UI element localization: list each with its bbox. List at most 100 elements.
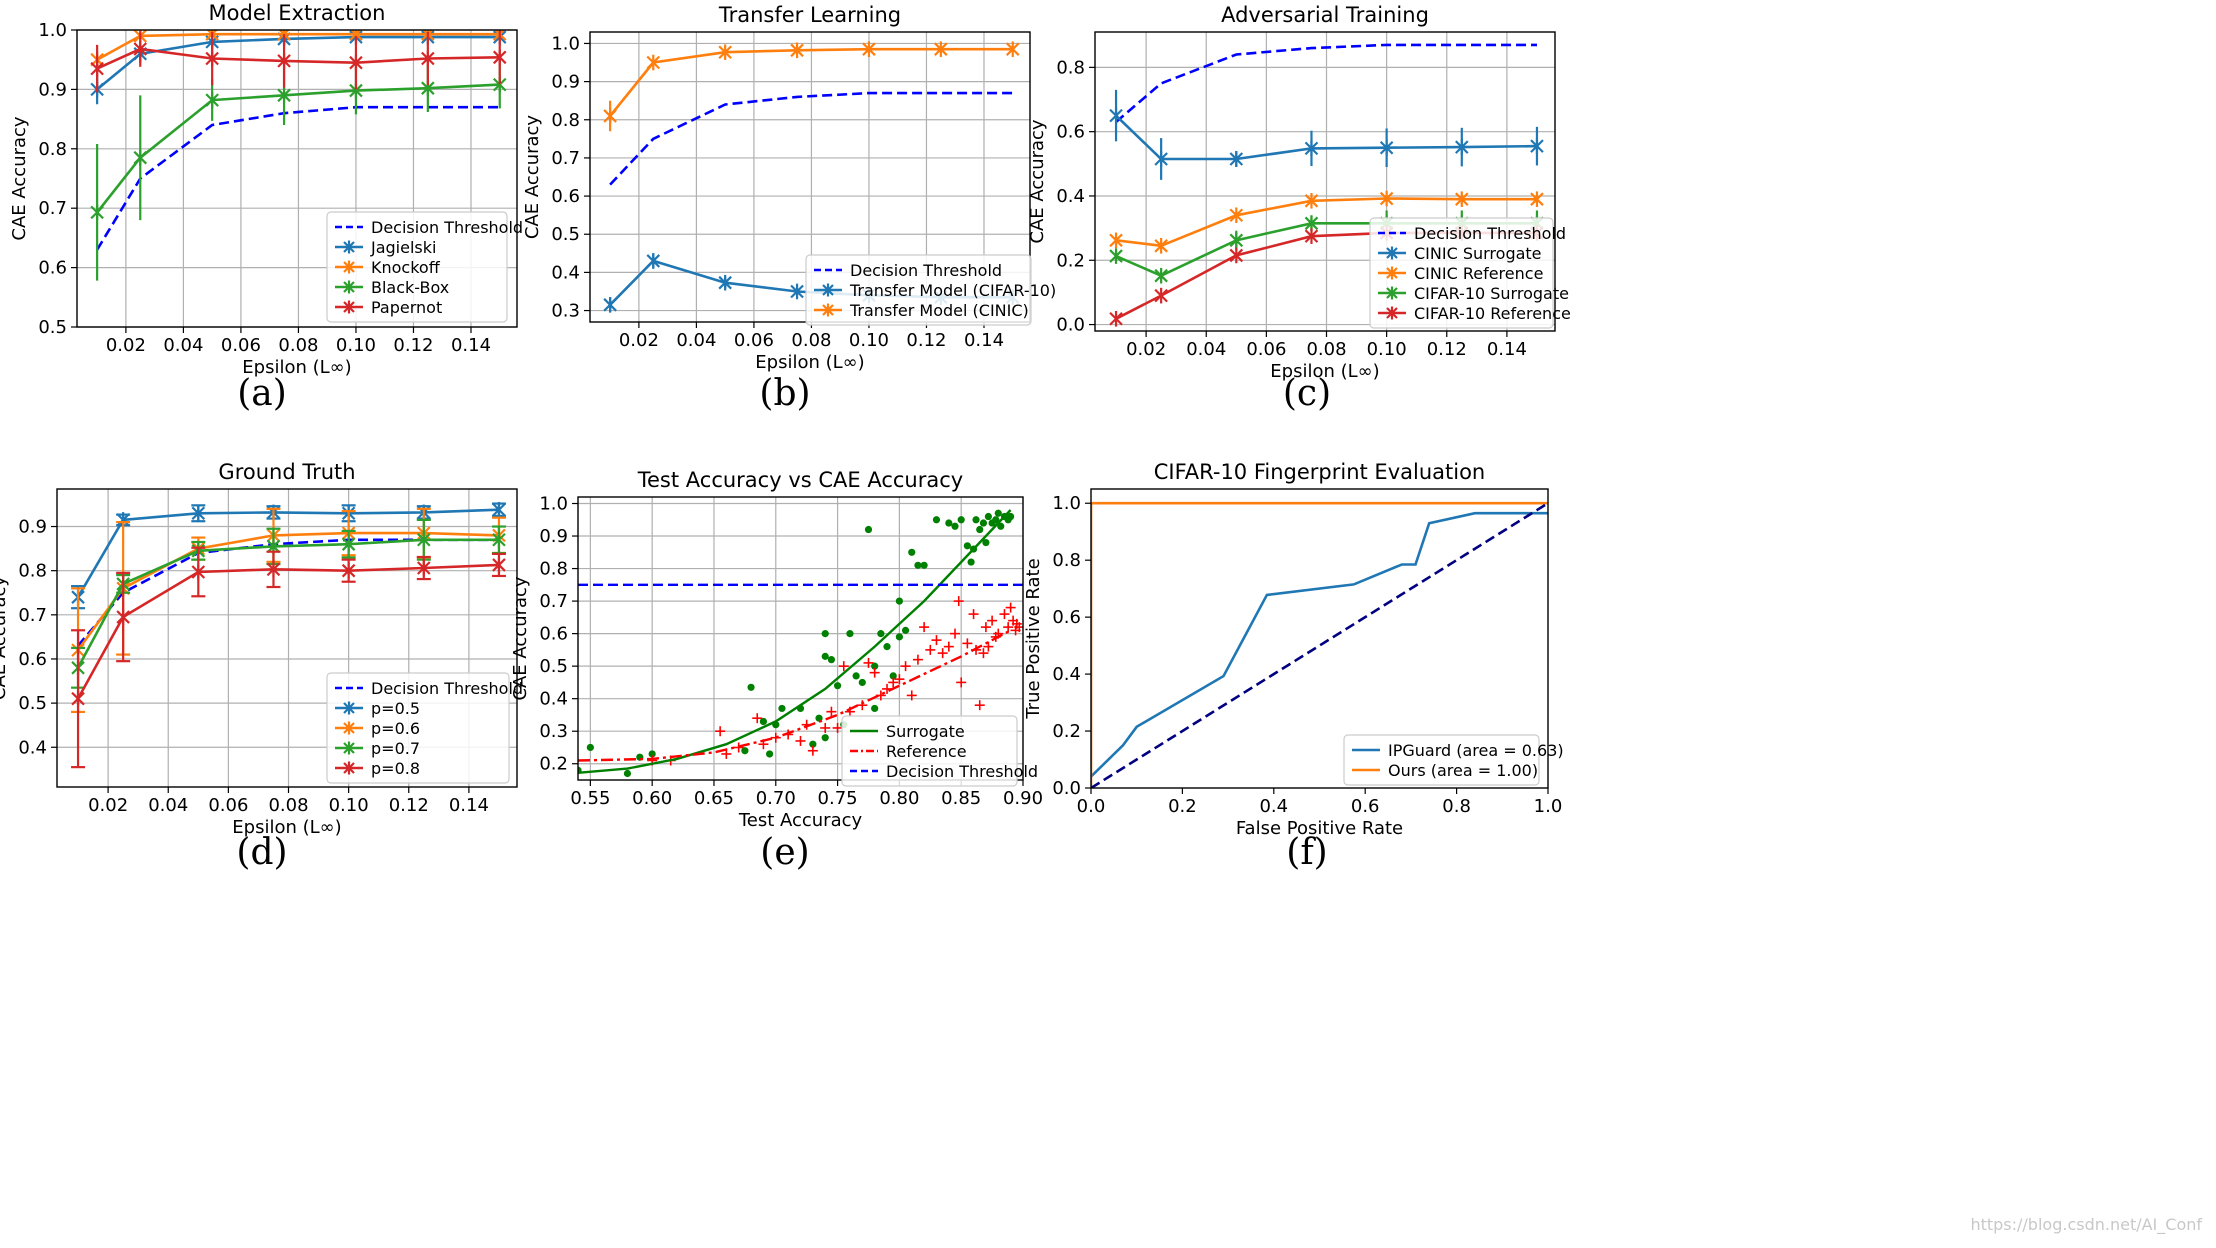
surrogate-point (864, 525, 873, 534)
y-tick-label: 0.5 (38, 317, 67, 338)
x-tick-label: 0.12 (906, 330, 946, 351)
x-axis-label: Epsilon (L∞) (1270, 361, 1379, 382)
legend-label: Knockoff (371, 258, 441, 277)
y-tick-label: 0.4 (551, 262, 580, 283)
x-tick-label: 0.06 (734, 330, 774, 351)
x-tick-label: 0.02 (88, 795, 128, 816)
surrogate-point (821, 652, 829, 660)
chart-title: Transfer Learning (718, 3, 901, 27)
legend-label: Transfer Model (CIFAR-10) (849, 281, 1056, 300)
surrogate-point (883, 643, 891, 651)
x-tick-label: 0.02 (619, 330, 659, 351)
surrogate-point (871, 662, 879, 670)
x-tick-label: 0.0 (1077, 796, 1106, 817)
y-tick-label: 0.2 (539, 754, 568, 775)
y-tick-label: 0.3 (551, 301, 580, 322)
legend-label: p=0.5 (371, 699, 420, 718)
y-tick-label: 1.0 (38, 20, 67, 41)
surrogate-point (951, 522, 959, 530)
y-tick-label: 1.0 (551, 33, 580, 54)
x-tick-label: 0.6 (1351, 796, 1380, 817)
legend-label: CIFAR-10 Surrogate (1414, 284, 1569, 303)
y-tick-label: 0.9 (38, 79, 67, 100)
reference-fit-line (578, 629, 1012, 762)
surrogate-point (997, 522, 1005, 530)
legend-label: IPGuard (area = 0.63) (1388, 741, 1564, 760)
x-tick-label: 0.8 (1442, 796, 1471, 817)
x-tick-label: 0.08 (1306, 339, 1346, 360)
surrogate-point (623, 769, 632, 778)
panel-label: (e) (760, 832, 809, 873)
legend-label: CINIC Reference (1414, 264, 1543, 283)
y-tick-label: 0.6 (1052, 607, 1081, 628)
x-tick-label: 0.14 (451, 335, 491, 356)
y-tick-label: 0.6 (1056, 122, 1085, 143)
x-tick-label: 0.02 (1126, 339, 1166, 360)
legend-label: p=0.6 (371, 719, 420, 738)
x-tick-label: 0.02 (106, 335, 146, 356)
x-tick-label: 0.04 (148, 795, 188, 816)
y-tick-label: 0.4 (539, 689, 568, 710)
surrogate-point (759, 717, 768, 726)
x-tick-label: 0.14 (1487, 339, 1527, 360)
y-tick-label: 0.8 (1052, 550, 1081, 571)
x-tick-label: 0.2 (1168, 796, 1197, 817)
y-tick-label: 0.6 (551, 186, 580, 207)
y-tick-label: 0.8 (18, 561, 47, 582)
surrogate-point (889, 672, 897, 680)
chart-title: Adversarial Training (1221, 3, 1429, 27)
x-tick-label: 0.10 (849, 330, 889, 351)
chart-title: Model Extraction (209, 1, 386, 25)
surrogate-point (821, 734, 829, 742)
surrogate-point (846, 630, 854, 638)
y-tick-label: 0.5 (539, 656, 568, 677)
legend-label: Papernot (371, 298, 442, 317)
surrogate-point (895, 633, 903, 641)
surrogate-point (833, 682, 842, 690)
y-tick-label: 0.9 (539, 526, 568, 547)
axes-frame (1094, 31, 1556, 332)
plot-area (71, 501, 506, 769)
surrogate-point (765, 750, 774, 758)
y-tick-label: 0.9 (551, 72, 580, 93)
y-tick-label: 0.7 (38, 198, 67, 219)
plot-area (1109, 43, 1544, 327)
panel-label: (d) (236, 832, 287, 873)
y-tick-label: 0.8 (38, 139, 67, 160)
x-tick-label: 0.06 (221, 335, 261, 356)
y-axis-label: CAE Accuracy (0, 576, 10, 701)
x-tick-label: 0.12 (1427, 339, 1467, 360)
y-tick-label: 0.4 (1052, 664, 1081, 685)
y-tick-label: 0.7 (18, 605, 47, 626)
panel-b: 0.02 0.04 0.06 0.08 0.10 0.12 0.14 0.3 0.4 0.5 0.6… (522, 3, 1056, 414)
surrogate-point (984, 512, 992, 521)
x-tick-label: 0.14 (449, 795, 489, 816)
y-axis-label: CAE Accuracy (522, 115, 543, 240)
x-tick-label: 0.04 (1186, 339, 1226, 360)
surrogate-point (852, 672, 860, 680)
surrogate-point (972, 516, 980, 524)
plot-area (578, 509, 1023, 778)
legend-label: Black-Box (371, 278, 449, 297)
series-line (1115, 43, 1537, 123)
panel-f: 0.0 0.2 0.4 0.6 0.8 1.0 0.0 0.2 0.4 0.6 0.8 1.0 CIFA… (1023, 460, 1564, 873)
surrogate-point (979, 519, 988, 527)
legend-label: Decision Threshold (371, 218, 523, 237)
axes-frame (56, 488, 518, 788)
legend-box (841, 715, 1018, 787)
x-tick-label: 0.10 (329, 795, 369, 816)
y-axis-label: CAE Accuracy (1027, 119, 1048, 244)
y-tick-label: 0.8 (551, 110, 580, 131)
surrogate-point (994, 509, 1002, 517)
surrogate-point (908, 548, 916, 556)
series-line (1091, 511, 1548, 778)
panel-label: (c) (1283, 373, 1331, 414)
y-tick-label: 0.3 (539, 721, 568, 742)
y-axis-label: True Positive Rate (1023, 558, 1044, 719)
legend-label: Decision Threshold (1414, 224, 1566, 243)
panel-e: 0.55 0.60 0.65 0.70 0.75 0.80 0.85 0.90 0.2 0.3 0.… (510, 468, 1043, 873)
surrogate-point (982, 538, 990, 547)
legend-label: Transfer Model (CINIC) (849, 301, 1029, 320)
x-tick-label: 0.06 (1246, 339, 1286, 360)
